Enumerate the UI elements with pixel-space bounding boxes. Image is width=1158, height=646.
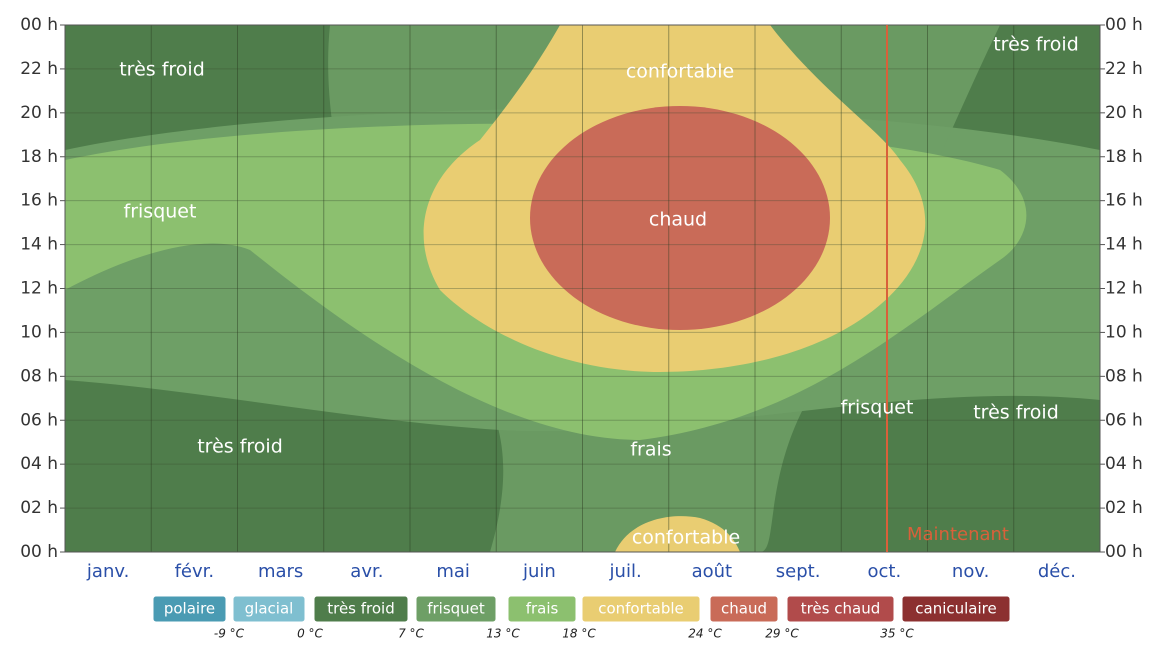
y2-tick-label: 04 h: [1105, 454, 1143, 474]
y2-tick-label: 12 h: [1105, 279, 1143, 299]
threshold-label: -9 °C: [214, 627, 245, 641]
x-tick-label: févr.: [175, 561, 215, 582]
legend-label: très chaud: [801, 600, 881, 618]
x-tick-label: mars: [258, 561, 303, 582]
legend-swatch: [581, 595, 701, 623]
legend-swatch: [415, 595, 497, 623]
y-tick-label: 10 h: [20, 322, 58, 342]
y-tick-label: 14 h: [20, 235, 58, 255]
x-tick-label: sept.: [776, 561, 821, 582]
band-confortable-night: [615, 516, 740, 552]
temperature-bands: [65, 25, 1100, 552]
region-label: frisquet: [841, 397, 914, 419]
region-label: Maintenant: [907, 524, 1009, 545]
region-label: chaud: [649, 209, 707, 231]
y2-tick-label: 00 h: [1105, 542, 1143, 562]
x-tick-label: juil.: [609, 561, 642, 582]
y2-tick-label: 16 h: [1105, 191, 1143, 211]
y-tick-label: 02 h: [20, 498, 58, 518]
y2-tick-label: 22 h: [1105, 59, 1143, 79]
threshold-label: 24 °C: [688, 627, 722, 641]
region-label: confortable: [626, 61, 734, 83]
legend-label: caniculaire: [915, 600, 996, 618]
x-tick-label: déc.: [1038, 561, 1076, 582]
y-tick-label: 20 h: [20, 103, 58, 123]
y2-tick-label: 02 h: [1105, 498, 1143, 518]
threshold-label: 29 °C: [765, 627, 799, 641]
legend-label: glacial: [245, 600, 294, 618]
legend-swatch: [313, 595, 409, 623]
y-tick-label: 00 h: [20, 542, 58, 562]
legend-label: frisquet: [427, 600, 485, 618]
region-label: confortable: [632, 527, 740, 549]
region-label: très froid: [197, 436, 283, 458]
threshold-label: 35 °C: [880, 627, 914, 641]
y-tick-label: 08 h: [20, 366, 58, 386]
y-tick-label: 22 h: [20, 59, 58, 79]
band-chaud: [530, 106, 830, 330]
legend-label: confortable: [598, 600, 684, 618]
threshold-label: 18 °C: [562, 627, 596, 641]
legend-swatch: [786, 595, 895, 623]
legend-swatch: [152, 595, 227, 623]
x-tick-label: août: [692, 561, 733, 582]
x-tick-label: juin: [522, 561, 556, 582]
legend-swatch: [232, 595, 306, 623]
region-label: très froid: [973, 402, 1059, 424]
x-tick-label: avr.: [350, 561, 383, 582]
x-tick-label: mai: [436, 561, 470, 582]
legend-label: très froid: [327, 600, 395, 618]
legend-swatch: [901, 595, 1011, 623]
legend-swatch: [709, 595, 779, 623]
threshold-label: 0 °C: [297, 627, 323, 641]
y-tick-label: 06 h: [20, 410, 58, 430]
region-label: frisquet: [124, 201, 197, 223]
region-label: très froid: [119, 59, 205, 81]
y-tick-label: 00 h: [20, 15, 58, 35]
y2-tick-label: 08 h: [1105, 366, 1143, 386]
y2-tick-label: 00 h: [1105, 15, 1143, 35]
threshold-label: 7 °C: [398, 627, 424, 641]
y2-tick-label: 10 h: [1105, 322, 1143, 342]
y2-tick-label: 06 h: [1105, 410, 1143, 430]
y2-tick-label: 20 h: [1105, 103, 1143, 123]
x-tick-label: nov.: [952, 561, 989, 582]
threshold-label: 13 °C: [486, 627, 520, 641]
legend-label: polaire: [164, 600, 215, 618]
y-tick-label: 04 h: [20, 454, 58, 474]
x-tick-label: oct.: [868, 561, 902, 582]
y-tick-label: 12 h: [20, 279, 58, 299]
legend-label: frais: [526, 600, 559, 618]
region-label: frais: [630, 439, 671, 461]
legend-label: chaud: [721, 600, 767, 618]
y-tick-label: 18 h: [20, 147, 58, 167]
x-tick-label: janv.: [86, 561, 129, 582]
y2-tick-label: 18 h: [1105, 147, 1143, 167]
y-tick-label: 16 h: [20, 191, 58, 211]
region-label: très froid: [993, 34, 1079, 56]
legend-swatch: [507, 595, 577, 623]
y2-tick-label: 14 h: [1105, 235, 1143, 255]
